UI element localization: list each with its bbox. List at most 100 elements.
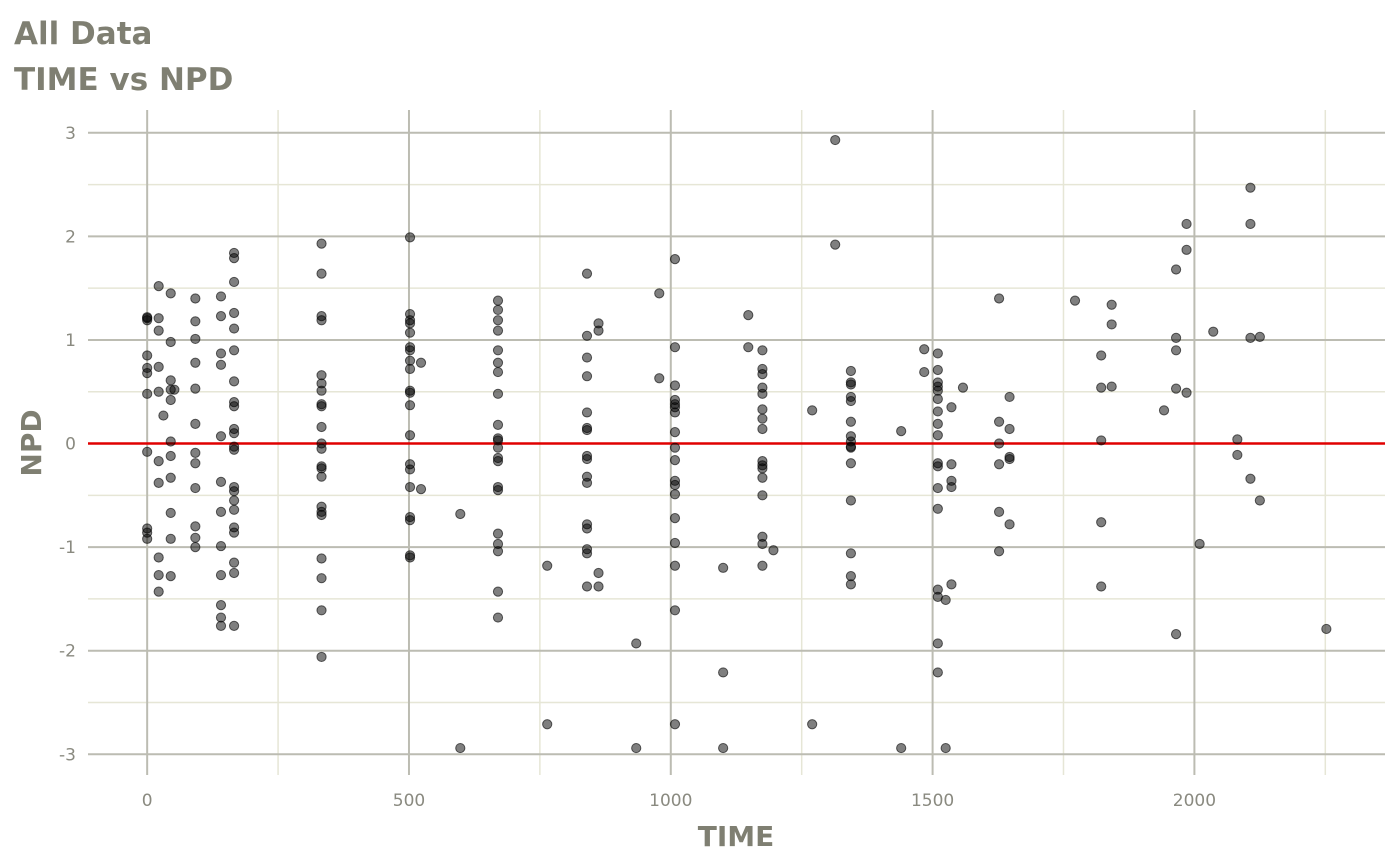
data-point xyxy=(1254,331,1265,342)
data-point xyxy=(190,293,201,304)
data-point xyxy=(993,546,1005,557)
data-point xyxy=(1245,332,1256,343)
data-point xyxy=(228,401,240,412)
data-point xyxy=(1181,244,1192,255)
data-point xyxy=(845,548,857,559)
data-point xyxy=(1170,332,1182,343)
data-point xyxy=(845,442,857,453)
data-point xyxy=(845,458,857,469)
data-point xyxy=(492,419,504,430)
data-point xyxy=(492,345,504,356)
data-point xyxy=(1245,182,1256,193)
data-point xyxy=(215,600,227,611)
data-point xyxy=(932,418,943,429)
data-point xyxy=(1181,218,1192,230)
data-point xyxy=(228,527,240,538)
data-point xyxy=(669,407,681,418)
x-tick-label: 0 xyxy=(142,791,153,811)
data-point xyxy=(669,380,681,391)
data-point xyxy=(404,481,416,493)
data-point xyxy=(404,400,416,411)
data-point xyxy=(316,471,327,482)
data-point xyxy=(316,401,327,412)
data-point xyxy=(316,605,327,616)
data-point xyxy=(669,537,681,549)
data-point xyxy=(1254,495,1265,506)
data-point xyxy=(215,348,227,359)
data-point xyxy=(228,620,240,631)
data-point xyxy=(492,485,504,496)
data-point xyxy=(669,342,681,353)
data-point xyxy=(1321,623,1332,635)
data-point xyxy=(492,546,504,557)
data-point xyxy=(455,742,466,754)
data-point xyxy=(581,548,593,559)
data-point xyxy=(1170,264,1182,275)
data-point xyxy=(215,569,227,581)
data-point xyxy=(593,581,604,592)
data-point xyxy=(165,533,176,544)
data-point xyxy=(190,316,201,327)
data-point xyxy=(718,562,729,573)
data-point xyxy=(581,424,593,436)
data-point xyxy=(1232,449,1243,461)
data-point xyxy=(228,495,240,506)
data-point xyxy=(593,325,604,336)
data-point xyxy=(153,325,164,336)
data-point xyxy=(316,268,327,279)
data-point xyxy=(581,268,593,279)
data-point xyxy=(492,357,504,368)
data-point xyxy=(1004,423,1015,435)
data-point xyxy=(1170,345,1182,356)
data-point xyxy=(1069,295,1081,306)
data-point xyxy=(1096,435,1107,446)
data-point xyxy=(581,352,593,363)
data-point xyxy=(542,560,553,571)
data-point xyxy=(932,364,943,376)
x-tick-labels: 0 500 1000 1500 2000 xyxy=(142,791,1216,811)
data-point xyxy=(165,336,176,348)
data-point xyxy=(946,481,957,493)
data-point xyxy=(316,315,327,326)
data-point xyxy=(142,446,153,457)
data-point xyxy=(190,458,201,469)
data-point xyxy=(1170,383,1182,394)
data-point xyxy=(215,291,227,302)
data-point xyxy=(153,586,164,597)
data-point xyxy=(593,567,604,579)
data-point xyxy=(228,428,240,439)
data-point xyxy=(1096,517,1107,528)
data-point xyxy=(228,444,240,455)
data-point xyxy=(215,476,227,487)
data-point xyxy=(165,472,176,483)
data-point xyxy=(757,404,768,415)
data-point xyxy=(165,571,176,582)
data-point xyxy=(993,293,1005,304)
data-point xyxy=(669,442,681,453)
data-point xyxy=(542,719,553,730)
data-point xyxy=(153,386,164,397)
y-tick-label: 2 xyxy=(65,227,76,247)
data-point xyxy=(946,459,957,470)
data-point xyxy=(316,421,327,433)
data-point xyxy=(1096,350,1107,361)
data-point xyxy=(1106,381,1117,392)
data-point xyxy=(142,533,153,544)
data-point xyxy=(932,638,943,649)
data-point xyxy=(404,430,416,441)
data-point xyxy=(153,456,164,467)
data-point xyxy=(919,344,930,355)
data-point xyxy=(581,371,593,382)
data-point xyxy=(581,330,593,341)
data-point xyxy=(1208,326,1219,337)
data-point xyxy=(807,719,818,730)
data-point xyxy=(669,513,681,524)
data-point xyxy=(757,560,768,571)
data-point xyxy=(316,238,327,249)
data-point xyxy=(757,369,768,380)
data-point xyxy=(845,365,857,377)
data-point xyxy=(993,416,1005,427)
y-tick-label: 0 xyxy=(65,435,76,455)
data-point xyxy=(404,345,416,356)
data-point xyxy=(845,579,857,590)
